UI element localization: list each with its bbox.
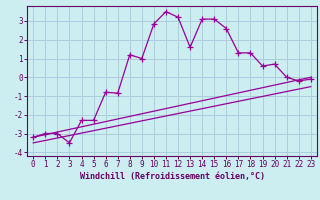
X-axis label: Windchill (Refroidissement éolien,°C): Windchill (Refroidissement éolien,°C) [79,172,265,181]
